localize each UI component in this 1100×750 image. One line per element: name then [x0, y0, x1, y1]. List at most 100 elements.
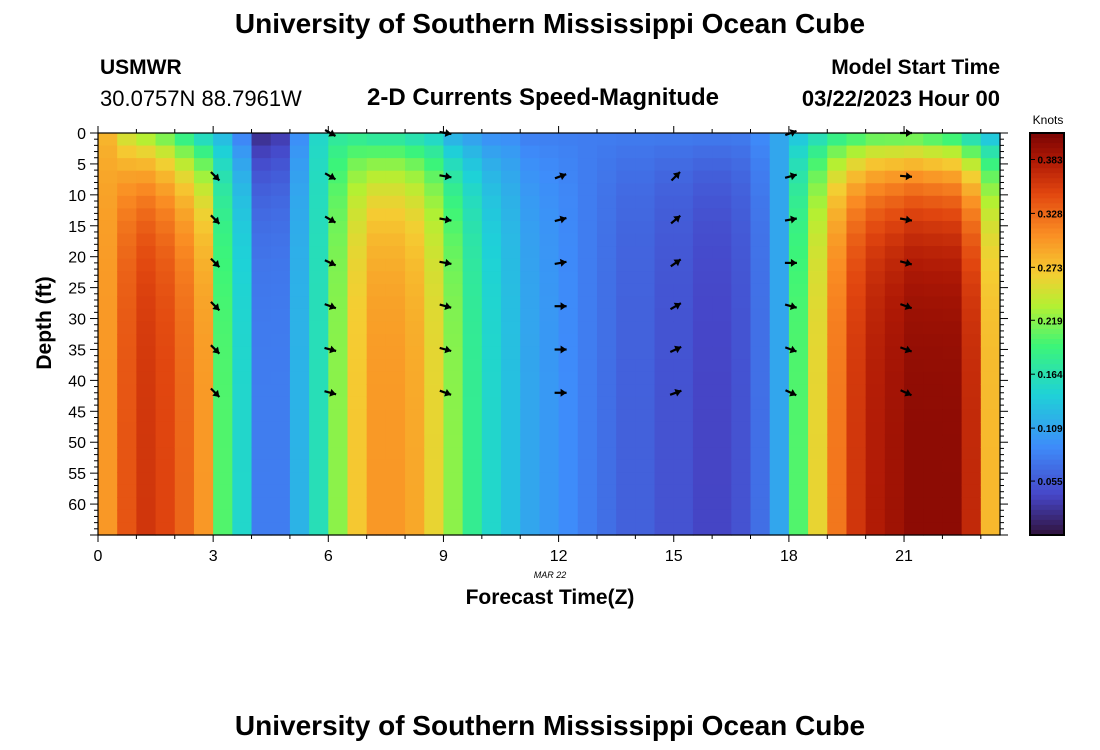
arrow-head [905, 259, 912, 267]
heatmap-cell [673, 233, 694, 247]
heatmap-cell [481, 522, 502, 536]
heatmap-cell [712, 283, 732, 297]
heatmap-cell [481, 484, 502, 498]
heatmap-cell [232, 396, 253, 410]
heatmap-cell [289, 472, 310, 486]
heatmap-cell [98, 472, 118, 486]
heatmap-cell [616, 283, 636, 297]
arrow-head [212, 260, 220, 268]
heatmap-cell [961, 522, 982, 536]
x-tick-label: 0 [94, 548, 103, 565]
colorbar-segment [1030, 198, 1064, 204]
heatmap-cell [213, 522, 233, 536]
heatmap-cell [481, 158, 502, 172]
heatmap-cell [347, 321, 368, 335]
heatmap-cell [808, 246, 828, 260]
heatmap-cell [443, 334, 464, 348]
heatmap-cell [136, 384, 157, 398]
heatmap-cell [520, 170, 540, 184]
colorbar-tick-label: 0.328 [1037, 209, 1062, 220]
heatmap-cell [788, 459, 809, 473]
heatmap-cell [577, 233, 598, 247]
heatmap-cell [501, 321, 521, 335]
heatmap-cell [808, 158, 828, 172]
heatmap-cell [174, 484, 195, 498]
heatmap-cell [385, 145, 406, 159]
heatmap-cell [385, 522, 406, 536]
chart-subtitle: 2-D Currents Speed-Magnitude [367, 84, 720, 111]
heatmap-cell [251, 246, 272, 260]
heatmap-cell [731, 133, 752, 147]
heatmap-cell [98, 421, 118, 436]
heatmap-cell [405, 145, 425, 159]
heatmap-cell [117, 283, 137, 297]
heatmap-cell [481, 472, 502, 486]
heatmap-cell [865, 246, 886, 260]
heatmap-cell [558, 409, 579, 423]
heatmap-cell [366, 346, 387, 360]
heatmap-cell [654, 133, 675, 147]
heatmap-cell [942, 145, 963, 159]
heatmap-cell [827, 409, 848, 423]
heatmap-cell [174, 208, 195, 222]
heatmap-cell [98, 371, 118, 385]
heatmap-cell [481, 283, 502, 297]
heatmap-cell [673, 308, 694, 323]
heatmap-cell [193, 283, 214, 297]
heatmap-cell [827, 258, 848, 272]
heatmap-cell [904, 283, 924, 297]
heatmap-cell [270, 170, 291, 184]
colorbar-segment [1030, 429, 1064, 436]
heatmap-cell [577, 145, 598, 159]
current-arrow [210, 257, 221, 268]
colorbar-segment [1030, 318, 1064, 325]
heatmap-cell [251, 321, 272, 335]
heatmap-cell [904, 421, 924, 436]
heatmap-cell [961, 472, 982, 486]
heatmap-cell [904, 246, 924, 260]
colorbar-segment [1030, 223, 1064, 230]
heatmap-cell [769, 208, 790, 222]
heatmap-cell [635, 195, 656, 209]
heatmap-cell [155, 459, 176, 473]
current-arrow [210, 171, 221, 182]
heatmap-cell [673, 158, 694, 172]
heatmap-cell [520, 145, 540, 159]
heatmap-cell [520, 321, 540, 335]
heatmap-cell [136, 346, 157, 360]
heatmap-cell [865, 421, 886, 436]
heatmap-cell [577, 195, 598, 209]
heatmap-cell [769, 522, 790, 536]
heatmap-cell [712, 271, 732, 285]
heatmap-cell [424, 170, 445, 184]
heatmap-cell [961, 308, 982, 323]
heatmap-cell [155, 183, 176, 197]
heatmap-cell [865, 434, 886, 448]
colorbar-segment [1030, 419, 1064, 426]
heatmap-cell [462, 421, 483, 436]
heatmap-cell [443, 321, 464, 335]
heatmap-cell [577, 459, 598, 473]
heatmap-cell [654, 509, 675, 524]
heatmap-cell [174, 133, 195, 147]
heatmap-cell [213, 233, 233, 247]
heatmap-cell [692, 472, 713, 486]
heatmap-cell [577, 208, 598, 222]
heatmap-cell [251, 421, 272, 436]
heatmap-cell [443, 472, 464, 486]
heatmap-cell [712, 459, 732, 473]
heatmap-cell [750, 421, 771, 436]
heatmap-cell [174, 371, 195, 385]
heatmap-cell [808, 497, 828, 511]
heatmap-cell [980, 283, 1001, 297]
heatmap-cell [98, 346, 118, 360]
heatmap-cell [596, 158, 617, 172]
heatmap-cell [366, 308, 387, 323]
heatmap-cell [270, 258, 291, 272]
current-arrow [785, 389, 797, 397]
heatmap-cell [213, 359, 233, 373]
heatmap-cell [251, 133, 272, 147]
heatmap-cell [309, 246, 329, 260]
heatmap-cell [808, 145, 828, 159]
heatmap-cell [616, 246, 636, 260]
